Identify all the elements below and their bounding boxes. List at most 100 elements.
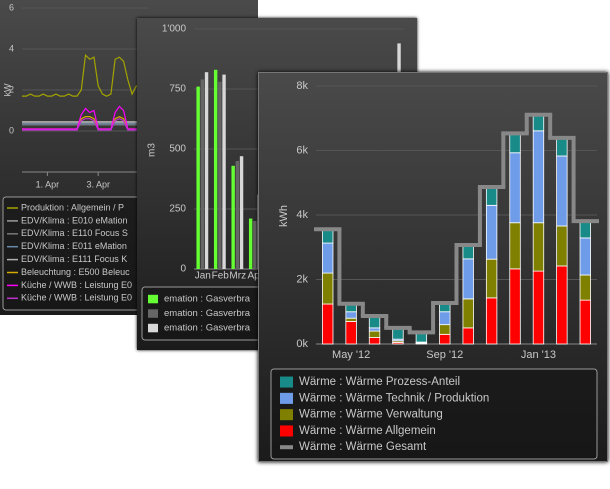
bar-segment: [439, 333, 451, 345]
legend-swatch: [280, 409, 293, 421]
legend-label: Wärme : Wärme Prozess-Anteil: [299, 376, 460, 388]
bar: [239, 156, 244, 269]
legend-label: emation : Gasverbra: [164, 323, 251, 334]
bar: [204, 72, 209, 269]
x-tick-label: Feb: [212, 271, 230, 282]
bar: [200, 79, 205, 270]
bar-segment: [532, 270, 545, 345]
bar-segment: [485, 258, 498, 299]
x-tick-label: Jan: [195, 271, 211, 282]
bar-segment: [345, 317, 357, 322]
bar-segment: [368, 327, 381, 332]
bar-segment: [509, 133, 521, 154]
legend-label: EDV/Klima : E010 eMation: [21, 215, 128, 225]
bar-segment: [579, 299, 591, 345]
legend-label: Küche / WWB : Leistung E0: [21, 280, 132, 290]
legend-label: EDV/Klima : E011 eMation: [21, 241, 127, 251]
x-tick-label: May '12: [332, 349, 370, 361]
legend-swatch: [148, 294, 158, 304]
bar-segment: [579, 237, 591, 276]
bar-segment: [532, 222, 545, 272]
legend-swatch: [148, 323, 158, 333]
y-axis-title: m3: [147, 143, 158, 157]
bar-segment: [532, 130, 545, 224]
bar: [196, 86, 200, 269]
bar-segment: [556, 137, 568, 157]
x-tick-label: 3. Apr: [86, 179, 110, 189]
bar: [222, 74, 226, 269]
series-line: [22, 105, 149, 130]
bar-segment: [462, 298, 474, 329]
bar-segment: [579, 274, 591, 301]
chart: 0k 2k 4k 6k 8k kWh May '12 Sep '12 Jan '13 Wärme …: [270, 80, 599, 460]
legend-label: EDV/Klima : E110 Focus S: [21, 228, 128, 238]
y-tick-label: 4k: [296, 209, 308, 221]
legend-box: [270, 368, 598, 460]
series-line: [22, 118, 149, 131]
legend-label: Wärme : Wärme Allgemein: [299, 425, 436, 437]
legend-swatch: [280, 392, 293, 404]
y-tick-label: 1'000: [162, 24, 187, 35]
legend-label: Wärme : Wärme Technik / Produktion: [299, 392, 489, 404]
bar: [248, 218, 253, 269]
bar-segment: [462, 244, 474, 260]
y-tick-label: 4: [9, 43, 14, 53]
bar: [218, 81, 222, 269]
x-tick-label: 1. Apr: [36, 179, 60, 189]
y-axis-title: kWh: [278, 205, 290, 227]
y-tick-label: 6k: [296, 144, 308, 156]
bar-segment: [509, 222, 521, 270]
legend-label: emation : Gasverbra: [164, 308, 251, 319]
legend-swatch: [280, 425, 293, 437]
legend-label: Beleuchtung : E500 Beleuc: [21, 267, 130, 277]
y-tick-label: 6: [9, 2, 14, 12]
y-tick-label: 2: [9, 84, 14, 94]
y-tick-label: 0k: [296, 338, 308, 350]
x-tick-label: Sep '12: [426, 349, 463, 361]
bar: [235, 161, 240, 269]
bar-segment: [462, 327, 474, 345]
bar-segment: [462, 258, 474, 300]
legend-label: Wärme : Wärme Gesamt: [299, 441, 427, 453]
bar-segment: [556, 265, 568, 345]
bar-segment: [509, 152, 521, 224]
bar-segment: [485, 186, 498, 206]
bar-segment: [556, 225, 568, 267]
bar-segment: [579, 220, 591, 239]
y-axis-title: kW: [2, 83, 12, 97]
bar: [213, 69, 218, 269]
bar: [231, 165, 235, 269]
legend-label: Produktion : Allgemein / P: [21, 202, 124, 212]
bar-segment: [322, 242, 334, 274]
bar-segment: [556, 155, 568, 227]
x-tick-label: Apr: [247, 271, 263, 282]
y-tick-label: 0: [180, 264, 186, 275]
bar-segment: [345, 311, 357, 319]
bar-segment: [322, 228, 334, 244]
bar-segment: [485, 204, 498, 260]
series-line: [22, 53, 150, 97]
legend-label: Wärme : Wärme Verwaltung: [299, 409, 443, 421]
y-tick-label: 250: [169, 204, 186, 215]
bar-segment: [322, 303, 334, 345]
legend-swatch: [280, 376, 293, 388]
bar-segment: [322, 272, 334, 305]
y-tick-label: 8k: [296, 80, 308, 92]
legend-swatch: [148, 309, 158, 318]
bar-segment: [439, 311, 451, 326]
x-tick-label: Mrz: [229, 271, 246, 282]
y-tick-label: 750: [169, 84, 186, 95]
bar-segment: [509, 268, 521, 345]
heat-panel: 0k 2k 4k 6k 8k kWh May '12 Sep '12 Jan '13 Wärme …: [258, 72, 608, 462]
bar-segment: [368, 330, 381, 338]
bar-segment: [485, 297, 498, 345]
y-tick-label: 0: [9, 125, 14, 135]
x-tick-label: Jan '13: [521, 349, 556, 361]
bar: [253, 221, 257, 269]
bar-segment: [368, 337, 381, 345]
y-tick-label: 2k: [296, 273, 308, 285]
legend-label: Küche / WWB : Leistung E0: [21, 293, 132, 303]
legend-label: EDV/Klima : E111 Focus K: [21, 254, 127, 264]
bar-segment: [345, 321, 357, 345]
